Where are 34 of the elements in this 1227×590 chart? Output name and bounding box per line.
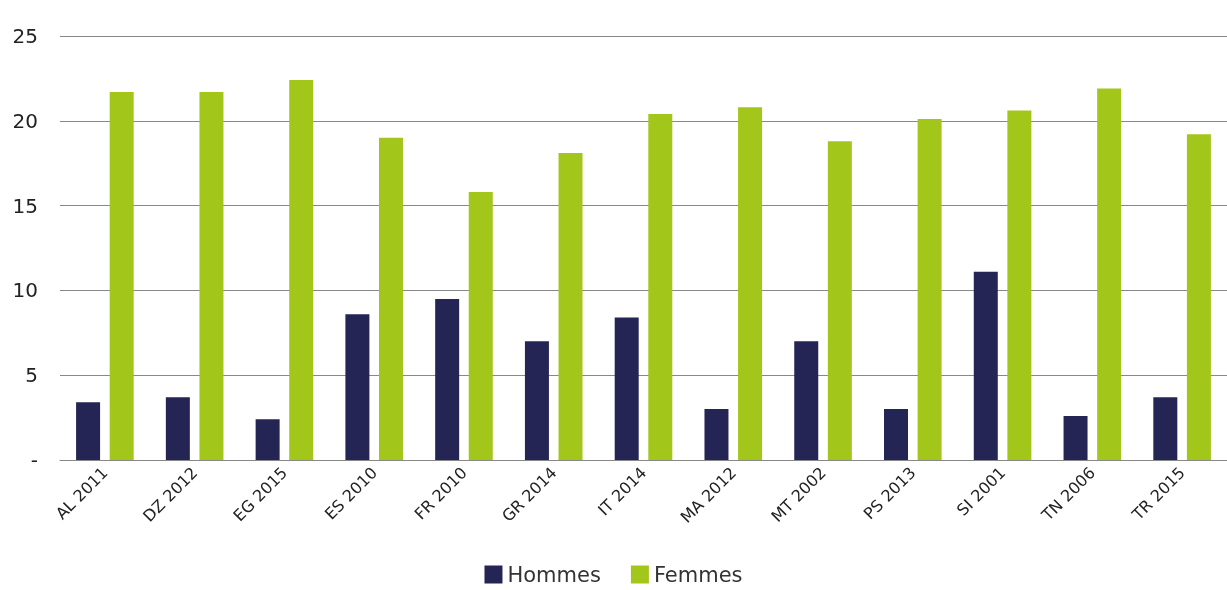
bar (199, 91, 224, 460)
bar (1186, 134, 1211, 460)
y-tick-label: 5 (25, 363, 38, 388)
legend-label: Femmes (653, 562, 743, 587)
bar (76, 402, 101, 460)
bar (435, 298, 460, 460)
bar (1153, 397, 1178, 460)
bar (524, 341, 549, 460)
bar (109, 91, 134, 460)
bar (165, 397, 190, 460)
y-tick-label: - (30, 448, 38, 472)
y-tick-label: 15 (12, 193, 38, 218)
bar (917, 119, 942, 460)
bar (973, 271, 998, 460)
bar (1007, 110, 1032, 460)
y-tick-label: 25 (12, 24, 38, 48)
bar (827, 141, 852, 460)
bar (1063, 415, 1088, 460)
bar (558, 153, 583, 460)
bar (614, 317, 639, 460)
y-tick-label: 20 (12, 108, 38, 133)
y-tick-label: 10 (12, 278, 38, 303)
bar (378, 137, 403, 460)
bar (884, 409, 909, 460)
bar (289, 80, 314, 460)
bar (648, 114, 673, 460)
bar (255, 419, 280, 460)
bar (468, 192, 493, 460)
bar (794, 341, 819, 460)
bar (704, 409, 729, 460)
bar (1097, 88, 1122, 460)
bar (345, 314, 370, 460)
legend-label: Hommes (507, 562, 601, 587)
bar (738, 107, 763, 460)
